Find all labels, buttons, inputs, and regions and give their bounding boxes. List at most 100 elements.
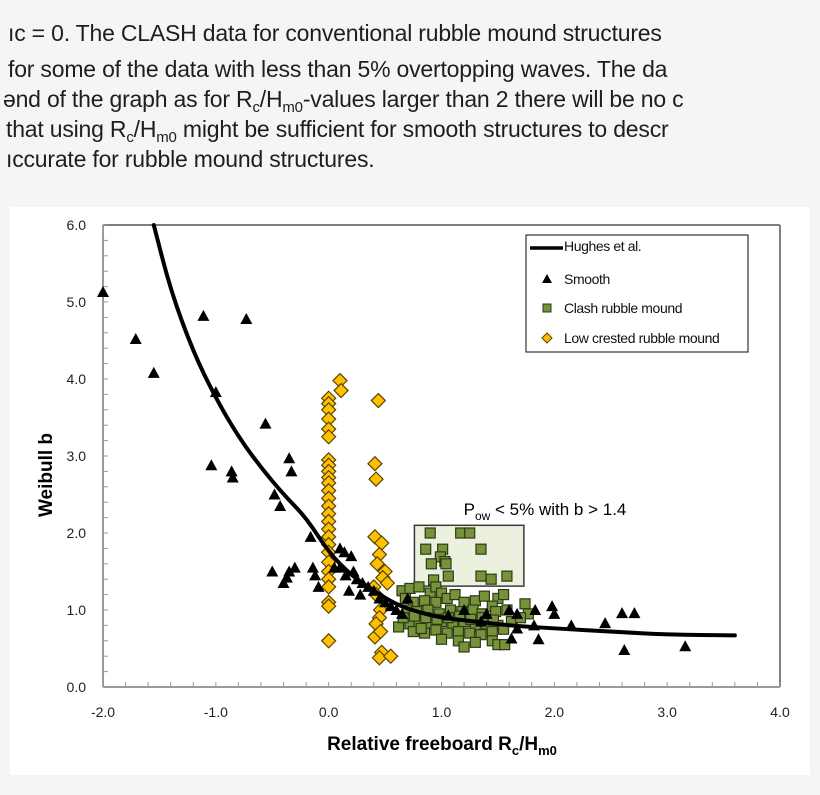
x-tick-label: 2.0 bbox=[545, 704, 565, 720]
y-tick-label: 1.0 bbox=[67, 602, 87, 618]
smooth-point bbox=[599, 617, 612, 629]
smooth-point bbox=[266, 565, 279, 577]
smooth-point bbox=[480, 607, 493, 619]
clash-point bbox=[458, 641, 470, 653]
low-crested-point bbox=[320, 632, 337, 649]
smooth-point bbox=[679, 640, 692, 652]
smooth-point bbox=[401, 592, 414, 604]
clash-point bbox=[413, 581, 425, 593]
y-axis-label: Weibull b bbox=[36, 433, 57, 517]
clash-point bbox=[519, 598, 531, 610]
smooth-point bbox=[379, 596, 392, 608]
smooth-point bbox=[628, 607, 641, 619]
clash-point bbox=[435, 633, 448, 645]
y-tick-label: 0.0 bbox=[67, 679, 87, 695]
smooth-point bbox=[616, 607, 629, 619]
legend-triangle-icon bbox=[542, 274, 552, 283]
figure: -2.0 -1.0 0.0 1.0 2.0 3.0 4.0 0.0 1.0 2.0 3.0 4.0 5.… bbox=[10, 207, 810, 775]
clash-point bbox=[499, 639, 511, 651]
clash-point bbox=[424, 527, 436, 539]
scatter-chart: -2.0 -1.0 0.0 1.0 2.0 3.0 4.0 0.0 1.0 2.0 3.0 4.0 5.… bbox=[36, 217, 790, 758]
smooth-point bbox=[306, 561, 319, 573]
low-crested-point bbox=[367, 455, 383, 472]
smooth-point bbox=[342, 584, 355, 596]
paragraph-line: ıccurate for rubble mound structures. bbox=[6, 146, 375, 172]
smooth-point bbox=[259, 417, 272, 429]
smooth-point bbox=[268, 488, 281, 500]
clash-point bbox=[464, 627, 476, 639]
paper-text-block: ıc = 0. The CLASH data for conventional … bbox=[0, 0, 820, 190]
annotation-label: Pow < 5% with b > 1.4 bbox=[464, 500, 627, 523]
x-tick-label: 4.0 bbox=[770, 704, 790, 720]
smooth-point bbox=[339, 569, 352, 581]
smooth-point bbox=[226, 471, 239, 483]
low-crested-point bbox=[382, 648, 399, 665]
smooth-point bbox=[274, 500, 287, 512]
smooth-point bbox=[288, 561, 301, 573]
smooth-point bbox=[225, 465, 238, 477]
smooth-point bbox=[338, 546, 351, 558]
smooth-point bbox=[312, 580, 325, 592]
smooth-point bbox=[384, 600, 397, 612]
smooth-point bbox=[529, 604, 542, 615]
smooth-point bbox=[277, 577, 290, 589]
legend-label: Smooth bbox=[564, 271, 610, 287]
smooth-point bbox=[285, 465, 298, 477]
low-crested-point bbox=[320, 579, 337, 595]
y-tick-label: 2.0 bbox=[67, 525, 87, 541]
clash-point bbox=[501, 570, 513, 582]
smooth-point bbox=[458, 604, 471, 615]
paragraph-line: that using Rc/Hm0 might be sufficient fo… bbox=[6, 116, 669, 146]
smooth-point bbox=[240, 312, 253, 324]
low-crested-point bbox=[320, 428, 337, 445]
smooth-point bbox=[565, 619, 578, 631]
smooth-point bbox=[548, 607, 561, 619]
smooth-point bbox=[511, 622, 524, 634]
smooth-point bbox=[442, 609, 455, 621]
clash-point bbox=[418, 595, 431, 607]
series-clash-rubble-mound bbox=[393, 527, 534, 653]
smooth-point bbox=[546, 600, 559, 612]
smooth-point bbox=[503, 604, 516, 615]
clash-point bbox=[497, 588, 510, 601]
low-crested-point bbox=[333, 382, 349, 399]
smooth-point bbox=[283, 452, 296, 464]
clash-point bbox=[425, 558, 437, 570]
x-tick-label: -2.0 bbox=[91, 704, 115, 720]
clash-point bbox=[475, 629, 487, 641]
clash-point bbox=[464, 527, 476, 539]
low-crested-point bbox=[368, 471, 384, 487]
smooth-point bbox=[354, 588, 367, 600]
clash-point bbox=[415, 622, 427, 635]
clash-point bbox=[430, 596, 442, 608]
low-crested-point bbox=[320, 598, 337, 614]
smooth-point bbox=[618, 644, 631, 656]
smooth-point bbox=[528, 619, 541, 631]
legend-label: Hughes et al. bbox=[564, 238, 641, 254]
clash-point bbox=[441, 627, 453, 639]
data-series bbox=[97, 223, 737, 666]
smooth-point bbox=[350, 573, 363, 585]
clash-point bbox=[449, 588, 461, 601]
smooth-point bbox=[511, 607, 524, 619]
paragraph-line: for some of the data with less than 5% o… bbox=[8, 56, 668, 82]
paragraph-line-clipped: ıc = 0. The CLASH data for conventional … bbox=[8, 20, 662, 46]
smooth-point bbox=[345, 550, 358, 562]
y-tick-label: 4.0 bbox=[67, 371, 87, 387]
legend-diamond-icon bbox=[541, 332, 553, 344]
clash-point bbox=[469, 636, 481, 648]
clash-point bbox=[478, 590, 490, 602]
smooth-point bbox=[396, 607, 409, 619]
smooth-point bbox=[347, 565, 360, 577]
clash-point bbox=[430, 581, 442, 593]
series-smooth bbox=[97, 285, 692, 656]
y-tick-label: 3.0 bbox=[67, 448, 87, 464]
clash-point bbox=[475, 543, 487, 555]
smooth-point bbox=[129, 332, 142, 344]
clash-point bbox=[475, 570, 487, 582]
x-axis-label: Relative freeboard Rc/Hm0 bbox=[327, 734, 557, 758]
smooth-point bbox=[205, 459, 218, 471]
low-crested-point bbox=[369, 555, 386, 572]
legend-box bbox=[525, 234, 749, 353]
smooth-point bbox=[97, 285, 109, 297]
